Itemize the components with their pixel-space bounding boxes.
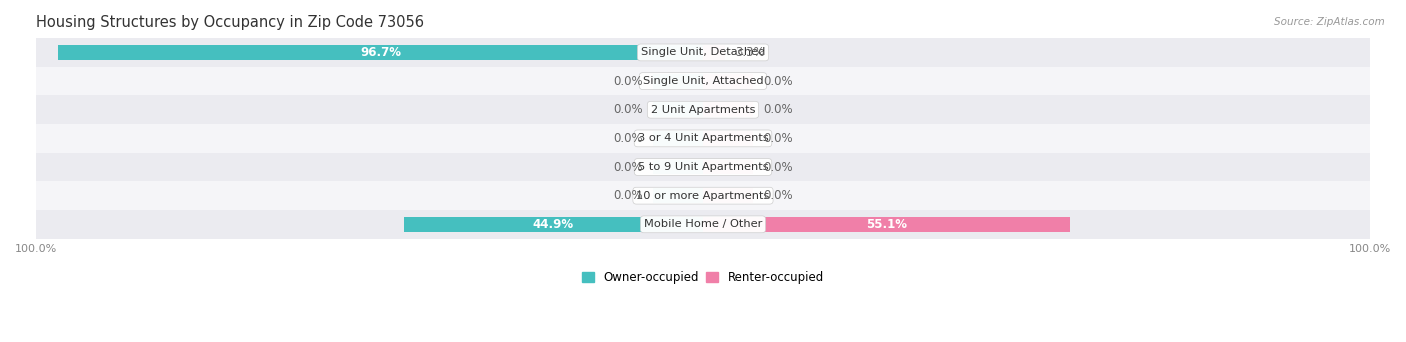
Text: 0.0%: 0.0% [613,103,643,116]
Bar [37,67,1369,95]
Text: 3.3%: 3.3% [735,46,765,59]
Text: Single Unit, Attached: Single Unit, Attached [643,76,763,86]
Bar [652,102,703,117]
Legend: Owner-occupied, Renter-occupied: Owner-occupied, Renter-occupied [578,266,828,289]
Text: 0.0%: 0.0% [763,189,793,202]
Bar [652,74,703,89]
Bar [703,45,725,60]
Bar [37,210,1369,239]
Text: 55.1%: 55.1% [866,218,907,231]
Bar [37,95,1369,124]
Bar [703,131,754,146]
Bar [703,74,754,89]
Bar [652,160,703,174]
Bar [37,124,1369,153]
Bar [58,45,703,60]
Bar [703,160,754,174]
Text: 3 or 4 Unit Apartments: 3 or 4 Unit Apartments [638,133,768,143]
Text: 0.0%: 0.0% [613,160,643,173]
Text: 2 Unit Apartments: 2 Unit Apartments [651,105,755,115]
Text: Mobile Home / Other: Mobile Home / Other [644,219,762,229]
Text: 0.0%: 0.0% [613,189,643,202]
Bar [404,217,703,232]
Text: 0.0%: 0.0% [613,132,643,145]
Text: 10 or more Apartments: 10 or more Apartments [637,191,769,201]
Bar [37,38,1369,67]
Text: 0.0%: 0.0% [763,75,793,88]
Bar [703,102,754,117]
Text: 0.0%: 0.0% [763,103,793,116]
Bar [703,188,754,203]
Text: 96.7%: 96.7% [360,46,401,59]
Bar [652,188,703,203]
Text: Source: ZipAtlas.com: Source: ZipAtlas.com [1274,17,1385,27]
Bar [37,181,1369,210]
Bar [703,217,1070,232]
Text: Housing Structures by Occupancy in Zip Code 73056: Housing Structures by Occupancy in Zip C… [37,15,425,30]
Text: 5 to 9 Unit Apartments: 5 to 9 Unit Apartments [638,162,768,172]
Text: 44.9%: 44.9% [533,218,574,231]
Bar [652,131,703,146]
Text: Single Unit, Detached: Single Unit, Detached [641,48,765,57]
Bar [37,153,1369,181]
Text: 0.0%: 0.0% [613,75,643,88]
Text: 0.0%: 0.0% [763,132,793,145]
Text: 0.0%: 0.0% [763,160,793,173]
